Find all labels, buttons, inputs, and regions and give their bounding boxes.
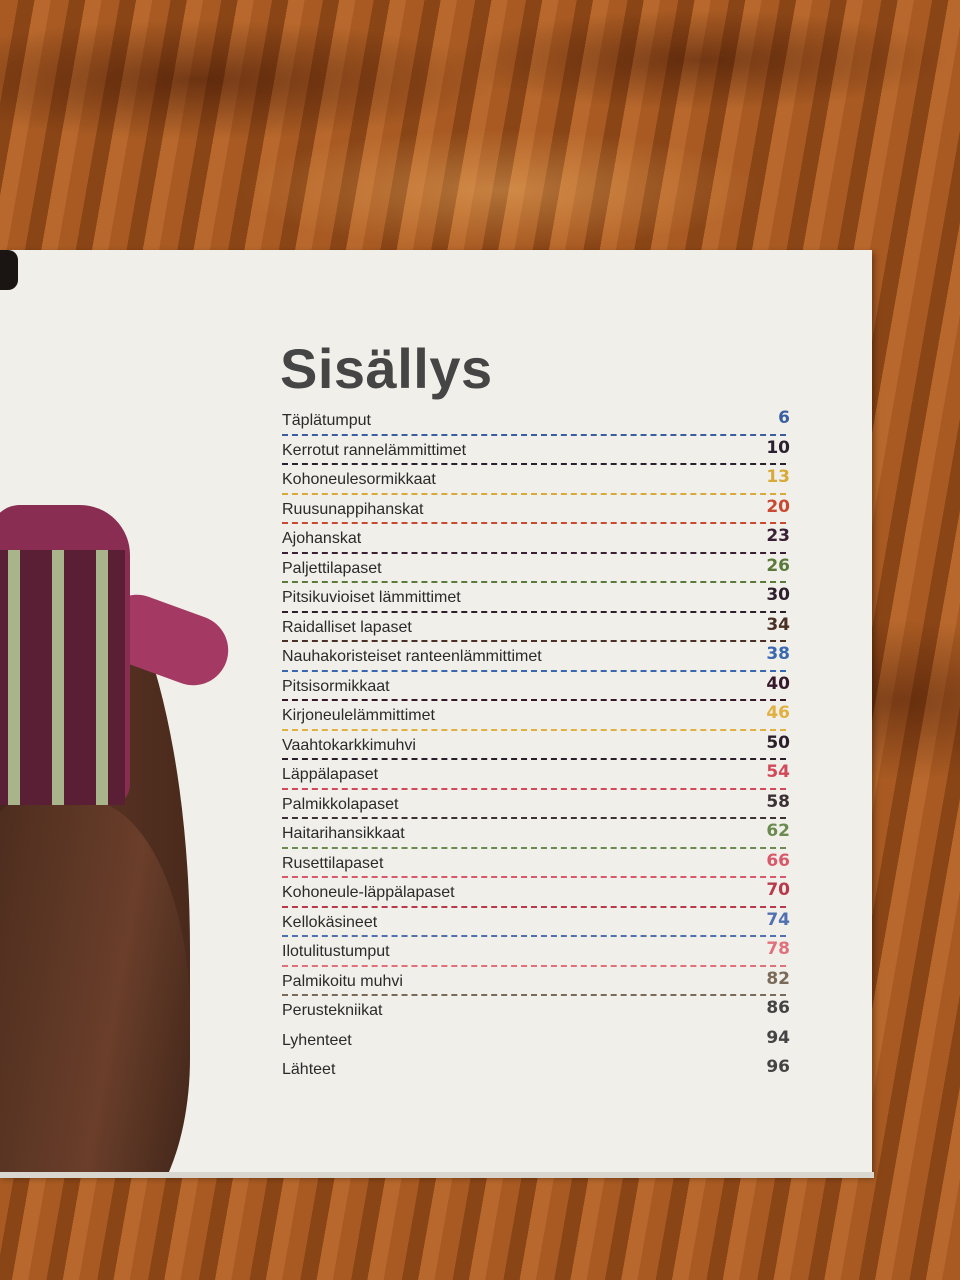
entry-page-number: 54 [766, 762, 790, 782]
toc-entry: Nauhakoristeiset ranteenlämmittimet 38 [282, 642, 790, 672]
dashed-divider [282, 522, 786, 524]
page-edge [0, 1172, 874, 1178]
entry-title: Täplätumput [282, 412, 371, 429]
toc-entry: Ajohanskat 23 [282, 524, 790, 554]
toc-entry: Vaahtokarkkimuhvi 50 [282, 731, 790, 760]
entry-title: Palmikoitu muhvi [282, 972, 403, 990]
book-page [0, 250, 872, 1175]
entry-title: Vaahtokarkkimuhvi [282, 736, 416, 754]
dashed-divider [282, 905, 786, 908]
page-title: Sisällys [280, 337, 493, 400]
toc-entry: Raidalliset lapaset 34 [282, 613, 790, 642]
toc-entry: Palmikkolapaset 58 [282, 790, 790, 819]
entry-page-number: 82 [766, 968, 790, 989]
dashed-divider [282, 846, 786, 849]
entry-page-number: 34 [766, 614, 790, 635]
entry-title: Palmikkolapaset [282, 795, 399, 813]
dashed-divider [282, 935, 786, 937]
entry-page-number: 50 [766, 732, 790, 753]
dashed-divider [282, 758, 786, 760]
entry-page-number: 96 [766, 1057, 790, 1077]
toc-entry: Täplätumput 6 [282, 406, 790, 436]
dashed-divider [282, 699, 786, 701]
entry-page-number: 40 [766, 673, 790, 694]
toc-entry: Kerrotut rannelämmittimet 10 [282, 436, 790, 465]
toc-entry: Kohoneule-läppälapaset 70 [282, 878, 790, 908]
entry-title: Haitarihansikkaat [282, 825, 405, 842]
entry-title: Kirjoneulelämmittimet [282, 707, 435, 724]
toc-entry: Lyhenteet 94 [282, 1026, 790, 1056]
dashed-divider [282, 610, 786, 613]
dashed-divider [282, 787, 786, 790]
entry-title: Kohoneulesormikkaat [282, 471, 436, 488]
toc-entry: Ilotulitustumput 78 [282, 937, 790, 967]
entry-page-number: 13 [766, 467, 790, 487]
entry-title: Raidalliset lapaset [282, 618, 412, 636]
dashed-divider [282, 640, 786, 642]
toc-entry: Paljettilapaset 26 [282, 554, 790, 583]
entry-title: Perustekniikat [282, 1002, 383, 1019]
entry-title: Lyhenteet [282, 1031, 352, 1049]
dashed-divider [282, 964, 786, 967]
dashed-divider [282, 463, 786, 465]
entry-page-number: 86 [766, 998, 790, 1018]
toc-entry: Palmikoitu muhvi 82 [282, 967, 790, 996]
entry-title: Lähteet [282, 1061, 336, 1078]
entry-title: Pitsikuvioiset lämmittimet [282, 589, 461, 606]
dashed-divider [282, 492, 786, 495]
toc-entry: Ruusunappihanskat 20 [282, 495, 790, 524]
entry-title: Kohoneule-läppälapaset [282, 884, 455, 901]
entry-title: Kerrotut rannelämmittimet [282, 441, 467, 459]
entry-title: Paljettilapaset [282, 559, 382, 577]
toc-entry: Kohoneulesormikkaat 13 [282, 465, 790, 495]
entry-page-number: 30 [766, 585, 790, 605]
dashed-divider [282, 581, 786, 583]
entry-page-number: 10 [766, 437, 790, 458]
toc-entry: Perustekniikat 86 [282, 996, 790, 1026]
toc-entry: Pitsikuvioiset lämmittimet 30 [282, 583, 790, 613]
entry-title: Rusettilapaset [282, 854, 384, 872]
toc-entry: Pitsisormikkaat 40 [282, 672, 790, 701]
entry-page-number: 74 [766, 909, 790, 930]
entry-page-number: 62 [766, 821, 790, 841]
toc-entry: Kirjoneulelämmittimet 46 [282, 701, 790, 731]
entry-title: Läppälapaset [282, 766, 379, 783]
entry-title: Ruusunappihanskat [282, 500, 424, 518]
entry-page-number: 70 [766, 880, 790, 900]
dashed-divider [282, 728, 786, 731]
entry-page-number: 26 [766, 555, 790, 576]
entry-page-number: 23 [766, 526, 790, 546]
toc-entry: Kellokäsineet 74 [282, 908, 790, 937]
entry-page-number: 78 [766, 939, 790, 959]
toc-entry: Läppälapaset 54 [282, 760, 790, 790]
entry-page-number: 94 [766, 1027, 790, 1048]
table-of-contents: Täplätumput 6 Kerrotut rannelämmittimet 1… [282, 406, 790, 1085]
entry-title: Pitsisormikkaat [282, 677, 390, 695]
dashed-divider [282, 817, 786, 819]
dashed-divider [282, 669, 786, 672]
entry-title: Kellokäsineet [282, 913, 378, 931]
dashed-divider [282, 876, 786, 878]
mitten-photo [0, 250, 240, 1175]
dashed-divider [282, 551, 786, 554]
entry-page-number: 6 [778, 408, 790, 428]
entry-page-number: 20 [766, 496, 790, 517]
dashed-divider [282, 433, 786, 436]
toc-entry: Haitarihansikkaat 62 [282, 819, 790, 849]
entry-page-number: 66 [766, 850, 790, 871]
toc-entry: Rusettilapaset 66 [282, 849, 790, 878]
entry-page-number: 58 [766, 791, 790, 812]
entry-page-number: 38 [766, 644, 790, 664]
entry-page-number: 46 [766, 703, 790, 723]
dashed-divider [282, 994, 786, 996]
entry-title: Ajohanskat [282, 530, 362, 547]
entry-title: Nauhakoristeiset ranteenlämmittimet [282, 648, 542, 665]
entry-title: Ilotulitustumput [282, 943, 390, 960]
toc-entry: Lähteet 96 [282, 1055, 790, 1085]
